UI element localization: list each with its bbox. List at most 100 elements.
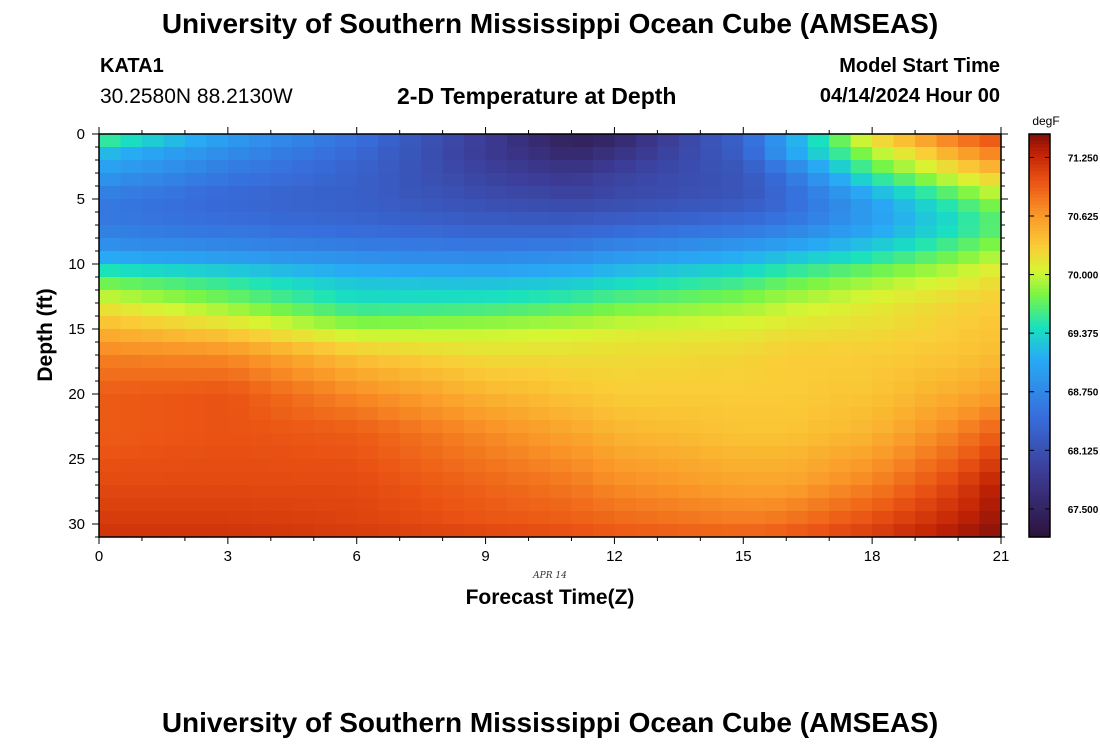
colorbar-segment bbox=[1029, 322, 1050, 327]
heatmap-cell bbox=[507, 433, 530, 447]
heatmap-cell bbox=[635, 238, 658, 252]
heatmap-cell bbox=[829, 290, 852, 304]
heatmap-cell bbox=[786, 264, 809, 278]
heatmap-cell bbox=[657, 264, 680, 278]
heatmap-cell bbox=[958, 472, 981, 486]
colorbar-segment bbox=[1029, 194, 1050, 199]
heatmap-cell bbox=[356, 459, 379, 473]
heatmap-cell bbox=[958, 134, 981, 148]
heatmap-cell bbox=[184, 485, 207, 499]
x-tick-label: 21 bbox=[993, 548, 1010, 565]
heatmap-cell bbox=[99, 251, 122, 265]
colorbar-segment bbox=[1029, 134, 1050, 138]
colorbar-segment bbox=[1029, 224, 1050, 229]
heatmap-cell bbox=[614, 134, 637, 148]
heatmap-cell bbox=[421, 160, 444, 174]
heatmap-cell bbox=[571, 407, 594, 421]
heatmap-cell bbox=[786, 511, 809, 525]
heatmap-cell bbox=[421, 394, 444, 408]
heatmap-cell bbox=[571, 524, 594, 538]
heatmap-cell bbox=[399, 446, 422, 460]
heatmap-cell bbox=[979, 277, 1002, 291]
colorbar-segment bbox=[1029, 328, 1050, 333]
heatmap-cell bbox=[786, 498, 809, 512]
heatmap-cell bbox=[958, 277, 981, 291]
heatmap-cell bbox=[184, 277, 207, 291]
heatmap-cell bbox=[528, 251, 551, 265]
heatmap-cell bbox=[421, 472, 444, 486]
heatmap-cell bbox=[163, 459, 186, 473]
heatmap-cell bbox=[335, 342, 358, 356]
heatmap-cell bbox=[850, 238, 873, 252]
heatmap-cell bbox=[678, 472, 701, 486]
heatmap-cell bbox=[270, 498, 293, 512]
heatmap-cell bbox=[442, 329, 465, 343]
heatmap-cell bbox=[893, 511, 916, 525]
heatmap-cell bbox=[356, 316, 379, 330]
colorbar-segment bbox=[1029, 476, 1050, 481]
colorbar-segment bbox=[1029, 278, 1050, 283]
heatmap-cell bbox=[786, 147, 809, 161]
heatmap-cell bbox=[936, 485, 959, 499]
heatmap-cell bbox=[936, 147, 959, 161]
heatmap-cell bbox=[163, 381, 186, 395]
heatmap-cell bbox=[807, 264, 830, 278]
heatmap-cell bbox=[657, 225, 680, 239]
heatmap-cell bbox=[872, 225, 895, 239]
heatmap-cell bbox=[614, 173, 637, 187]
heatmap-cell bbox=[399, 394, 422, 408]
heatmap-cell bbox=[378, 511, 401, 525]
heatmap-cell bbox=[829, 511, 852, 525]
colorbar-segment bbox=[1029, 526, 1050, 531]
heatmap-cell bbox=[979, 420, 1002, 434]
heatmap-cell bbox=[743, 342, 766, 356]
heatmap-cell bbox=[356, 329, 379, 343]
heatmap-cell bbox=[979, 524, 1002, 538]
heatmap-cell bbox=[528, 238, 551, 252]
heatmap-cell bbox=[270, 199, 293, 213]
heatmap-cell bbox=[442, 147, 465, 161]
heatmap-cell bbox=[270, 225, 293, 239]
heatmap-cell bbox=[958, 459, 981, 473]
heatmap-cell bbox=[270, 459, 293, 473]
heatmap-cell bbox=[141, 446, 165, 460]
heatmap-cell bbox=[227, 290, 250, 304]
heatmap-cell bbox=[485, 173, 508, 187]
heatmap-cell bbox=[700, 173, 723, 187]
heatmap-cell bbox=[614, 199, 637, 213]
heatmap-cell bbox=[700, 355, 723, 369]
heatmap-cell bbox=[743, 485, 766, 499]
heatmap-cell bbox=[249, 433, 272, 447]
heatmap-cell bbox=[678, 329, 701, 343]
heatmap-cell bbox=[184, 173, 207, 187]
heatmap-cell bbox=[635, 186, 658, 200]
heatmap-cell bbox=[163, 238, 186, 252]
heatmap-cell bbox=[829, 368, 852, 382]
colorbar-segment bbox=[1029, 261, 1050, 266]
heatmap-cell bbox=[915, 199, 938, 213]
heatmap-cell bbox=[399, 329, 422, 343]
heatmap-cell bbox=[657, 329, 680, 343]
colorbar-segment bbox=[1029, 379, 1050, 384]
heatmap-cell bbox=[958, 394, 981, 408]
heatmap-cell bbox=[850, 355, 873, 369]
heatmap-cell bbox=[99, 498, 122, 512]
heatmap-cell bbox=[206, 381, 229, 395]
heatmap-cell bbox=[936, 459, 959, 473]
heatmap-cell bbox=[249, 342, 272, 356]
heatmap-cell bbox=[958, 420, 981, 434]
heatmap-cell bbox=[335, 511, 358, 525]
heatmap-cell bbox=[936, 524, 959, 538]
heatmap-cell bbox=[958, 498, 981, 512]
heatmap-cell bbox=[721, 342, 744, 356]
heatmap-cell bbox=[356, 199, 379, 213]
heatmap-cell bbox=[313, 329, 336, 343]
heatmap-cell bbox=[635, 134, 658, 148]
colorbar-segment bbox=[1029, 295, 1050, 300]
heatmap-cell bbox=[335, 147, 358, 161]
heatmap-cell bbox=[893, 173, 916, 187]
heatmap-cell bbox=[206, 524, 229, 538]
heatmap-cell bbox=[421, 355, 444, 369]
heatmap-cell bbox=[872, 316, 895, 330]
heatmap-cell bbox=[915, 433, 938, 447]
